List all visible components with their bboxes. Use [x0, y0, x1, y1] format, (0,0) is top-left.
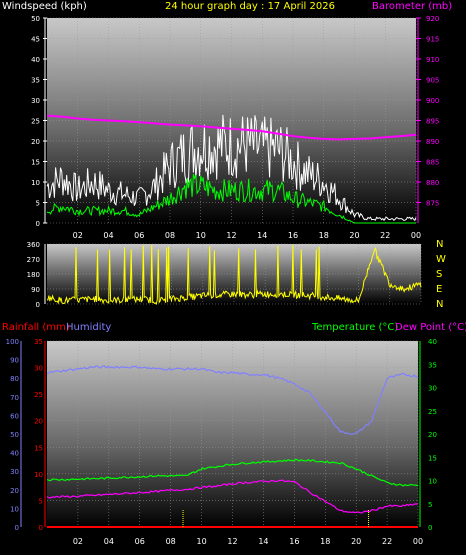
barometer-y-tick-label: 900: [426, 97, 439, 105]
temperature-y-tick-label: 5: [428, 501, 432, 509]
wind-x-tick-label: 22: [380, 231, 390, 240]
direction-y-tick-label: 0: [36, 301, 40, 309]
direction-y-tick-label: 360: [27, 241, 40, 249]
temperature-line: [46, 458, 419, 487]
dewpoint-line: [46, 479, 419, 514]
direction-y-tick-label: 90: [31, 286, 40, 294]
temp-x-tick-label: 14: [258, 537, 268, 546]
windspeed-axis-label: Windspeed (kph): [2, 1, 87, 12]
temperature-y-tick-label: 30: [428, 385, 437, 393]
humidity-y-tick-label: 30: [10, 468, 19, 476]
compass-n-top: N: [436, 239, 443, 250]
rainfall-y-tick-label: 25: [34, 391, 43, 399]
temp-x-tick-label: 18: [320, 537, 330, 546]
humidity-y-tick-label: 90: [10, 357, 19, 365]
rainfall-y-tick-label: 20: [34, 418, 43, 426]
temp-x-tick-label: 20: [351, 537, 361, 546]
humidity-y-tick-label: 60: [10, 412, 19, 420]
humidity-axis-label: Humidity: [66, 322, 111, 333]
wind-average-line: [46, 173, 416, 224]
barometer-y-tick-label: 890: [426, 138, 439, 146]
wind-y-tick-label: 0: [36, 220, 40, 228]
temperature-axis-label: Temperature (°C): [311, 322, 398, 333]
wind-x-tick-label: 06: [134, 231, 144, 240]
temperature-y-tick-label: 20: [428, 431, 437, 439]
wind-x-tick-label: 02: [73, 231, 83, 240]
barometer-y-tick-label: 875: [426, 200, 439, 208]
barometer-y-tick-label: 880: [426, 179, 439, 187]
wind-y-tick-label: 10: [31, 179, 40, 187]
temp-x-tick-label: 16: [289, 537, 299, 546]
wind-direction-line: [46, 245, 422, 305]
rainfall-axis-label: Rainfall (mm): [2, 322, 70, 333]
compass-w: W: [436, 254, 446, 265]
humidity-y-tick-label: 100: [6, 338, 19, 346]
wind-x-tick-label: 14: [257, 231, 267, 240]
temperature-y-tick-label: 40: [428, 338, 437, 346]
temp-x-tick-label: 06: [135, 537, 145, 546]
rainfall-y-tick-label: 35: [34, 338, 43, 346]
temperature-y-tick-label: 10: [428, 478, 437, 486]
wind-y-tick-label: 15: [31, 159, 40, 167]
wind-y-tick-label: 40: [31, 56, 40, 64]
rainfall-y-tick-label: 5: [39, 497, 43, 505]
rainfall-y-tick-label: 0: [39, 524, 43, 532]
rainfall-y-tick-label: 10: [34, 471, 43, 479]
wind-y-tick-label: 20: [31, 138, 40, 146]
barometer-y-tick-label: 885: [426, 159, 439, 167]
humidity-y-tick-label: 80: [10, 375, 19, 383]
rainfall-y-tick-label: 15: [34, 444, 43, 452]
humidity-y-tick-label: 0: [15, 524, 19, 532]
temp-x-tick-label: 12: [227, 537, 237, 546]
direction-y-tick-label: 180: [27, 271, 40, 279]
humidity-y-tick-label: 70: [10, 394, 19, 402]
barometer-line: [46, 114, 417, 141]
wind-x-tick-label: 08: [165, 231, 175, 240]
temp-x-tick-label: 10: [196, 537, 206, 546]
barometer-y-tick-label: 895: [426, 118, 439, 126]
humidity-y-tick-label: 10: [10, 505, 19, 513]
temp-x-tick-label: 02: [73, 537, 83, 546]
barometer-y-tick-label: 910: [426, 56, 439, 64]
rainfall-y-tick-label: 30: [34, 365, 43, 373]
compass-s: S: [436, 269, 442, 280]
wind-x-tick-label: 16: [288, 231, 298, 240]
humidity-line: [46, 365, 419, 435]
wind-y-tick-label: 5: [36, 200, 40, 208]
wind-x-tick-label: 04: [103, 231, 113, 240]
temperature-y-tick-label: 0: [428, 524, 432, 532]
humidity-y-tick-label: 20: [10, 487, 19, 495]
wind-x-tick-label: 10: [196, 231, 206, 240]
wind-x-tick-label: 00: [411, 231, 421, 240]
temp-x-tick-label: 00: [413, 537, 423, 546]
barometer-y-tick-label: 915: [426, 36, 439, 44]
temperature-y-tick-label: 15: [428, 454, 437, 462]
wind-y-tick-label: 35: [31, 77, 40, 85]
temp-x-tick-label: 22: [382, 537, 392, 546]
barometer-axis-label: Barometer (mb): [372, 1, 452, 12]
wind-y-tick-label: 30: [31, 97, 40, 105]
compass-e: E: [436, 284, 442, 295]
temperature-y-tick-label: 25: [428, 408, 437, 416]
wind-x-tick-label: 20: [349, 231, 359, 240]
humidity-y-tick-label: 40: [10, 450, 19, 458]
wind-y-tick-label: 50: [31, 15, 40, 23]
barometer-y-tick-label: 905: [426, 77, 439, 85]
barometer-y-tick-label: 920: [426, 15, 439, 23]
wind-x-tick-label: 18: [319, 231, 329, 240]
direction-y-tick-label: 270: [27, 256, 40, 264]
dewpoint-axis-label: Dew Point (°C): [395, 322, 466, 333]
temp-x-tick-label: 04: [104, 537, 114, 546]
compass-n-bottom: N: [436, 299, 443, 310]
humidity-y-tick-label: 50: [10, 431, 19, 439]
temp-x-tick-label: 08: [166, 537, 176, 546]
wind-y-tick-label: 45: [31, 36, 40, 44]
temperature-y-tick-label: 35: [428, 361, 437, 369]
wind-gust-line: [46, 114, 417, 222]
wind-x-tick-label: 12: [226, 231, 236, 240]
chart-title: 24 hour graph day : 17 April 2026: [165, 1, 335, 12]
wind-y-tick-label: 25: [31, 118, 40, 126]
